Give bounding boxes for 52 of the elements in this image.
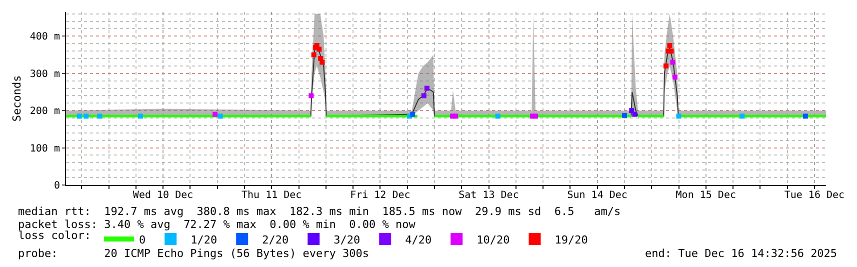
point [802, 114, 808, 119]
y-tick-label: 0 [54, 180, 60, 192]
text: end: Tue Dec 16 14:32:56 2025 [645, 247, 838, 260]
point [421, 93, 426, 98]
x-tick-label: Mon 15 Dec [676, 190, 736, 201]
point [740, 114, 745, 119]
point [320, 60, 325, 65]
legend-label: 4/20 [405, 233, 432, 246]
legend-label: 19/20 [554, 233, 588, 246]
legend-title: loss color: [18, 228, 91, 242]
point [138, 114, 143, 119]
x-tick-label: Tue 16 Dec [784, 190, 845, 201]
point [97, 114, 102, 119]
x-tick-label: Thu 11 Dec [242, 190, 302, 201]
x-tick-label: Wed 10 Dec [132, 190, 194, 201]
x-tick-label: Sun 14 Dec [567, 190, 628, 201]
point [308, 93, 314, 98]
point [495, 114, 500, 119]
point [453, 114, 458, 119]
text: median rtt: 192.7 ms avg 380.8 ms max 182.3 ms min 185.5 ms now 29.9 ms sd 6.5 am/s [18, 205, 621, 218]
y-tick-label: 300 m [30, 68, 60, 80]
point [629, 108, 634, 114]
text: probe: 20 ICMP Echo Pings (56 Bytes) every 300s [18, 247, 369, 260]
legend-label: 2/20 [262, 233, 289, 246]
point [76, 114, 82, 119]
point [218, 114, 223, 119]
y-axis-title: Seconds [10, 75, 24, 122]
y-tick-label: 100 m [30, 143, 60, 154]
y-tick-label: 400 m [30, 32, 60, 43]
point [632, 112, 638, 117]
point [672, 74, 678, 80]
point [410, 112, 416, 117]
x-tick-label: Fri 12 Dec [350, 190, 410, 201]
point [663, 63, 668, 68]
legend-label: 10/20 [476, 233, 510, 246]
point [668, 48, 674, 54]
point [316, 46, 322, 52]
legend-label: 0 [138, 233, 146, 246]
y-tick-label: 200 m [30, 106, 60, 118]
point [311, 52, 316, 58]
point [84, 114, 89, 119]
x-tick-label: Sat 13 Dec [458, 190, 519, 201]
text: packet loss: 3.40 % avg 72.27 % max 0.00 % min 0.00 % now [18, 218, 416, 231]
legend-label: 3/20 [334, 233, 360, 246]
point [424, 86, 430, 91]
point [212, 112, 218, 117]
point [622, 112, 627, 118]
point [670, 60, 676, 65]
point [676, 114, 682, 119]
point [533, 114, 538, 119]
point [667, 42, 672, 48]
legend-label: 1/20 [190, 233, 218, 246]
